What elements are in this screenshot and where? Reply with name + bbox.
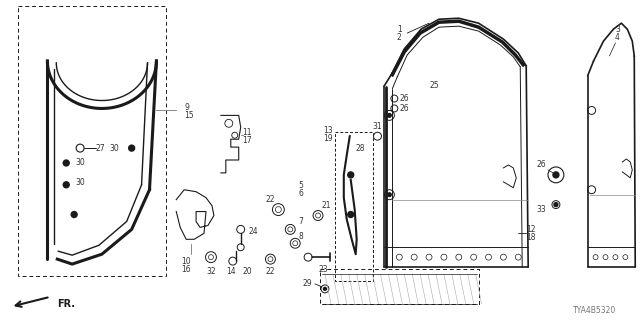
- Text: TYA4B5320: TYA4B5320: [573, 306, 616, 315]
- Circle shape: [63, 182, 69, 188]
- Text: 3: 3: [615, 25, 620, 34]
- Circle shape: [554, 203, 558, 207]
- Text: 19: 19: [323, 134, 333, 143]
- Text: 31: 31: [372, 122, 382, 131]
- Text: 14: 14: [226, 267, 236, 276]
- Text: FR.: FR.: [58, 299, 76, 309]
- Text: 30: 30: [75, 158, 85, 167]
- Text: 1: 1: [397, 25, 402, 34]
- Text: 24: 24: [248, 227, 259, 236]
- Text: 17: 17: [243, 136, 252, 145]
- Text: 2: 2: [397, 33, 402, 42]
- Text: 22: 22: [266, 195, 275, 204]
- Text: 23: 23: [318, 265, 328, 274]
- Bar: [18, 6, 166, 276]
- Text: 16: 16: [181, 265, 191, 274]
- Text: 7: 7: [298, 217, 303, 226]
- Text: 30: 30: [110, 144, 120, 153]
- Text: 13: 13: [323, 126, 333, 135]
- Circle shape: [348, 212, 354, 218]
- Text: 4: 4: [615, 33, 620, 42]
- Text: 15: 15: [184, 111, 194, 120]
- Text: 28: 28: [356, 144, 365, 153]
- Text: 6: 6: [298, 189, 303, 198]
- Circle shape: [387, 193, 392, 197]
- Text: 8: 8: [298, 232, 303, 241]
- Text: 26: 26: [536, 160, 546, 170]
- Text: 30: 30: [75, 178, 85, 187]
- Text: 12: 12: [526, 225, 536, 234]
- Circle shape: [129, 145, 134, 151]
- Circle shape: [71, 212, 77, 218]
- Text: 20: 20: [243, 267, 252, 276]
- Text: 29: 29: [303, 279, 312, 288]
- Text: 32: 32: [206, 267, 216, 276]
- Bar: [320, 269, 479, 304]
- Text: 21: 21: [322, 201, 332, 210]
- Circle shape: [323, 287, 326, 290]
- Text: 10: 10: [181, 257, 191, 266]
- Circle shape: [553, 172, 559, 178]
- Text: 26: 26: [399, 94, 409, 103]
- Circle shape: [348, 172, 354, 178]
- Bar: [335, 132, 372, 281]
- Circle shape: [387, 113, 392, 117]
- Text: 27: 27: [96, 144, 106, 153]
- Text: 22: 22: [266, 267, 275, 276]
- Text: 11: 11: [243, 128, 252, 137]
- Text: 26: 26: [399, 104, 409, 113]
- Text: 5: 5: [298, 181, 303, 190]
- Text: 18: 18: [526, 233, 536, 242]
- Circle shape: [63, 160, 69, 166]
- Text: 9: 9: [184, 103, 189, 112]
- Text: 25: 25: [429, 81, 439, 90]
- Text: 33: 33: [536, 205, 546, 214]
